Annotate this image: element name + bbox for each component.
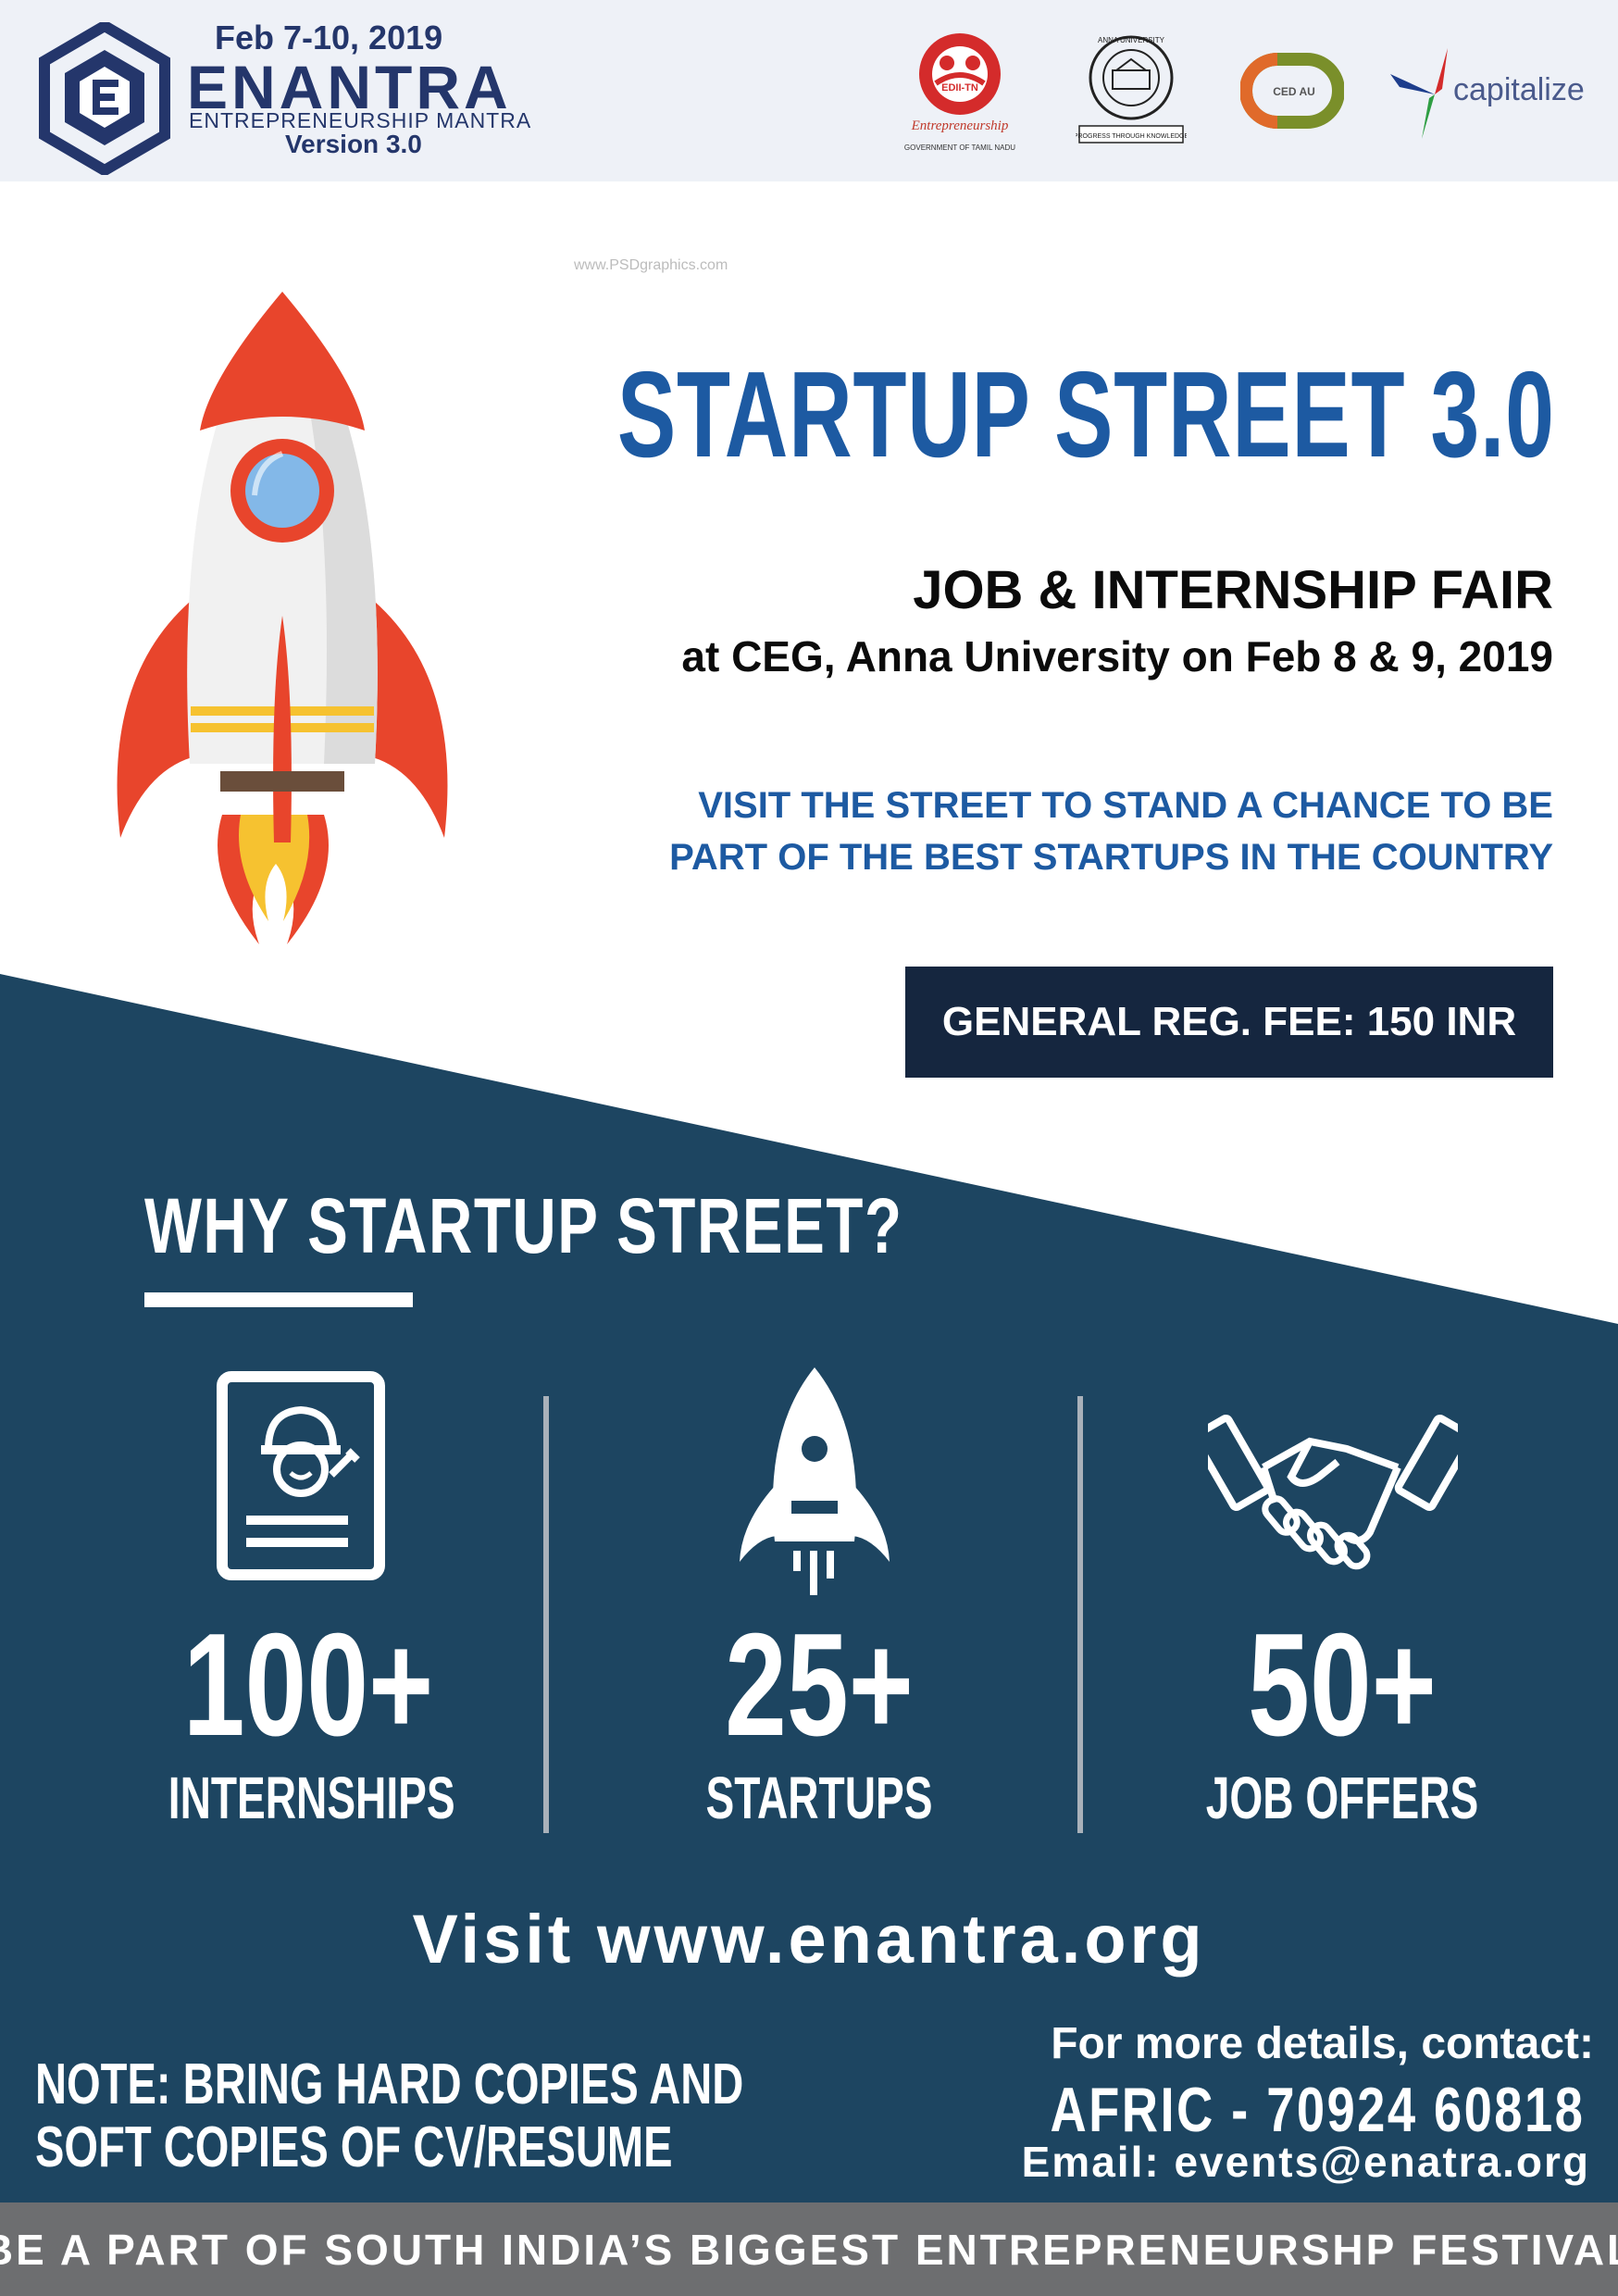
stat-value-startups: 25+	[725, 1603, 914, 1766]
footer-banner: BE A PART OF SOUTH INDIA’S BIGGEST ENTRE…	[0, 2202, 1618, 2296]
contact-email[interactable]: Email: events@enatra.org	[1021, 2138, 1590, 2186]
edii-logo-badge: EDII-TN	[941, 82, 978, 94]
festival-date: Feb 7-10, 2019	[215, 19, 443, 56]
enantra-logo-icon	[39, 22, 170, 175]
stat-value-job-offers: 50+	[1248, 1603, 1437, 1766]
registration-fee-text: GENERAL REG. FEE: 150 INR	[941, 999, 1517, 1044]
stat-value-internships: 100+	[182, 1603, 434, 1766]
festival-version: Version 3.0	[285, 130, 422, 158]
contact-heading: For more details, contact:	[1051, 2019, 1594, 2068]
capitalize-logo-icon: capitalize	[1390, 48, 1585, 139]
callout-line-2: PART OF THE BEST STARTUPS IN THE COUNTRY	[669, 837, 1553, 878]
enantra-wordmark: ENANTRA	[187, 53, 512, 121]
handshake-icon	[1208, 1414, 1458, 1570]
stat-label-startups: STARTUPS	[705, 1765, 933, 1831]
edii-logo-caption: GOVERNMENT OF TAMIL NADU	[904, 144, 1015, 152]
resume-note: NOTE: BRING HARD COPIES AND SOFT COPIES …	[35, 2053, 744, 2179]
watermark: www.PSDgraphics.com	[574, 257, 728, 273]
edii-logo-name: Entrepreneurship	[911, 119, 1009, 133]
edii-tn-logo-icon: EDII-TN Entrepreneurship GOVERNMENT OF T…	[904, 33, 1015, 152]
stat-divider	[1077, 1396, 1083, 1833]
stat-divider	[543, 1396, 549, 1833]
rocket-icon	[740, 1367, 890, 1595]
rocket-illustration-icon	[117, 292, 448, 944]
fair-venue-date: at CEG, Anna University on Feb 8 & 9, 20…	[681, 632, 1553, 680]
anna-logo-arc: ANNA UNIVERSITY	[1098, 36, 1165, 44]
internship-document-icon	[217, 1371, 385, 1580]
capitalize-logo-text: capitalize	[1453, 72, 1585, 107]
anna-logo-caption: PROGRESS THROUGH KNOWLEDGE	[1076, 133, 1187, 140]
callout-line-1: VISIT THE STREET TO STAND A CHANCE TO BE	[698, 785, 1553, 826]
heading-underline	[144, 1292, 413, 1307]
website-link[interactable]: Visit www.enantra.org	[412, 1901, 1206, 1978]
stat-label-internships: INTERNSHIPS	[168, 1765, 455, 1831]
ced-au-logo-icon: CED AU	[1240, 53, 1344, 129]
enantra-tagline: ENTREPRENEURSHIP MANTRA	[189, 108, 532, 132]
footer-text: BE A PART OF SOUTH INDIA’S BIGGEST ENTRE…	[0, 2225, 1618, 2274]
event-title: STARTUP STREET 3.0	[617, 346, 1555, 482]
stat-label-job-offers: JOB OFFERS	[1205, 1765, 1479, 1831]
anna-university-logo-icon: ANNA UNIVERSITY PROGRESS THROUGH KNOWLED…	[1076, 35, 1187, 144]
header-band	[0, 0, 1618, 181]
registration-fee-box: GENERAL REG. FEE: 150 INR	[905, 967, 1553, 1078]
why-heading: WHY STARTUP STREET?	[144, 1182, 903, 1269]
fair-title: JOB & INTERNSHIP FAIR	[913, 560, 1553, 620]
resume-note-line-2: SOFT COPIES OF CV/RESUME	[35, 2115, 673, 2179]
resume-note-line-1: NOTE: BRING HARD COPIES AND	[35, 2053, 744, 2116]
contact-phone[interactable]: AFRIC - 70924 60818	[1050, 2075, 1585, 2145]
ced-logo-text: CED AU	[1273, 85, 1315, 98]
